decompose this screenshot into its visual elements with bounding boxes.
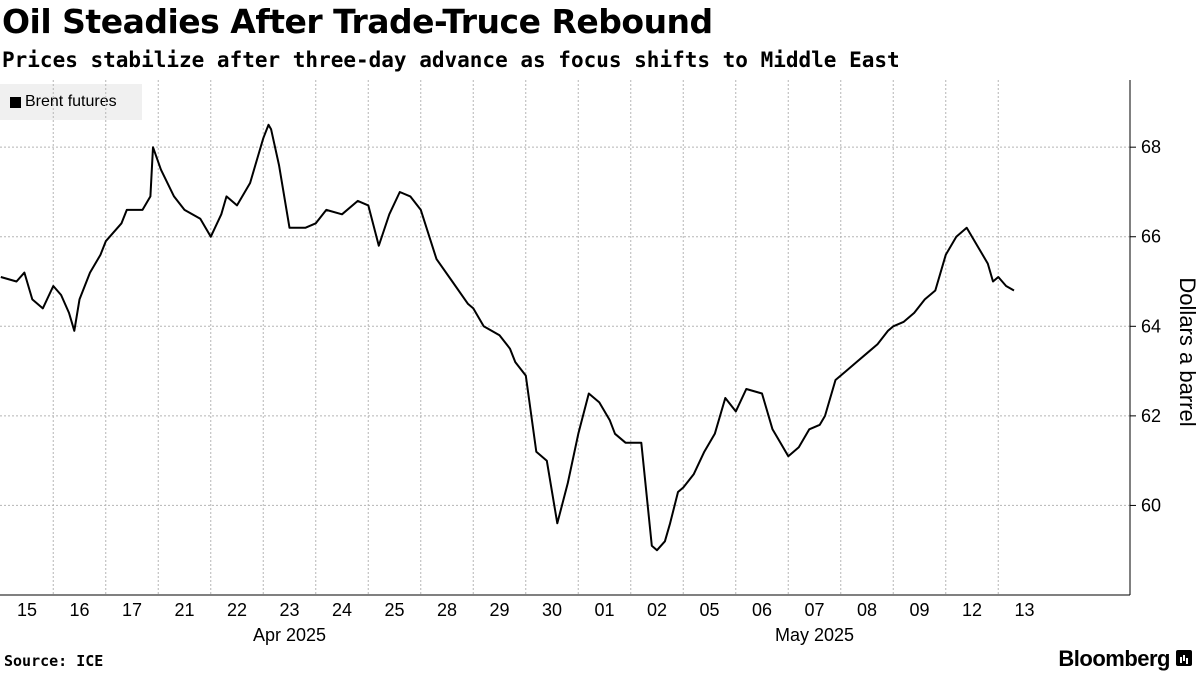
x-tick-label-06: 06: [752, 600, 772, 620]
x-tick-label-29: 29: [489, 600, 509, 620]
x-tick-label-13: 13: [1014, 600, 1034, 620]
month-label: Apr 2025: [253, 625, 326, 645]
legend-label: Brent futures: [25, 93, 117, 110]
x-tick-label-22: 22: [227, 600, 247, 620]
x-tick-label-05: 05: [699, 600, 719, 620]
y-tick-label-62: 62: [1141, 406, 1161, 426]
legend-swatch: [10, 96, 21, 108]
y-tick-label-64: 64: [1141, 316, 1161, 336]
x-tick-label-16: 16: [69, 600, 89, 620]
x-tick-label-08: 08: [857, 600, 877, 620]
x-tick-label-02: 02: [647, 600, 667, 620]
x-tick-label-17: 17: [122, 600, 142, 620]
gridlines: [0, 80, 1130, 595]
x-tick-label-07: 07: [804, 600, 824, 620]
y-axis: 60 62 64 66 68: [1129, 80, 1161, 595]
x-tick-label-30: 30: [542, 600, 562, 620]
source-note: Source: ICE: [4, 652, 104, 670]
y-axis-label: Dollars a barrel: [1175, 277, 1200, 426]
x-tick-label-15: 15: [17, 600, 37, 620]
x-tick-label-21: 21: [174, 600, 194, 620]
legend: Brent futures: [0, 84, 142, 120]
y-tick-label-68: 68: [1141, 137, 1161, 157]
chart-title: Oil Steadies After Trade-Truce Rebound: [2, 2, 713, 41]
x-tick-label-09: 09: [909, 600, 929, 620]
x-tick-label-12: 12: [962, 600, 982, 620]
x-tick-label-01: 01: [594, 600, 614, 620]
month-label: May 2025: [775, 625, 854, 645]
series-line-brent-futures: [0, 123, 1015, 552]
y-tick-label-60: 60: [1141, 495, 1161, 515]
x-tick-label-28: 28: [437, 600, 457, 620]
x-tick-label-24: 24: [332, 600, 352, 620]
bloomberg-chart-icon: [1176, 650, 1192, 666]
x-axis: 15 16 17 21 22 23 24 25 28 29 30 01 02 05 06 07 08 09 12 13…: [0, 594, 1130, 645]
x-tick-label-25: 25: [384, 600, 404, 620]
chart-subtitle: Prices stabilize after three-day advance…: [2, 48, 900, 72]
brand-logo-text: Bloomberg: [1058, 646, 1170, 671]
y-tick-label-66: 66: [1141, 227, 1161, 247]
x-tick-label-23: 23: [279, 600, 299, 620]
